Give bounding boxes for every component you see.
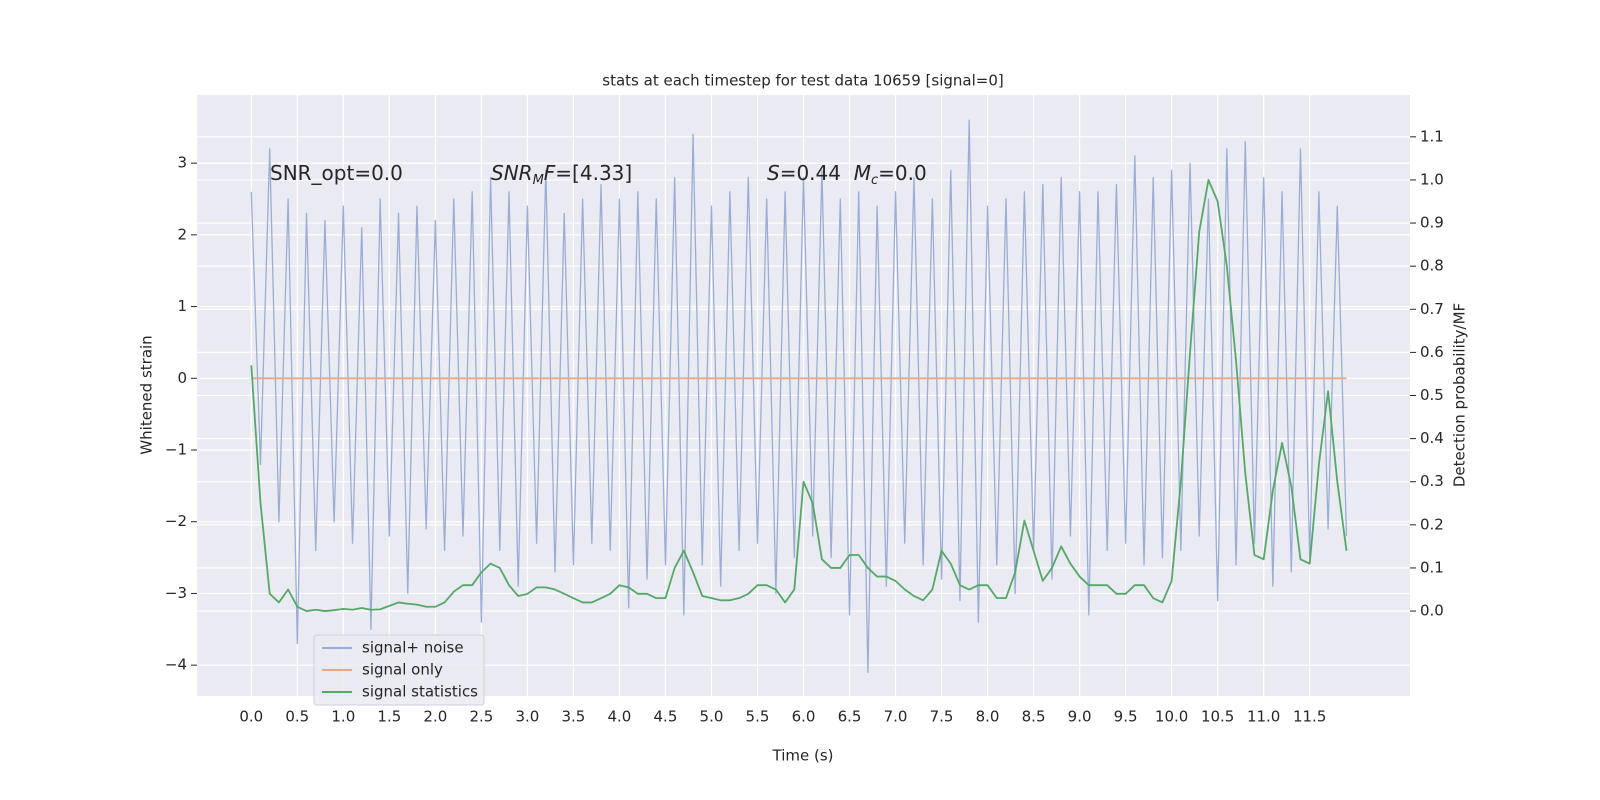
annotation: SNR_opt=0.0 xyxy=(270,161,403,185)
annotation-part: M xyxy=(533,173,544,188)
x-tick-label: 0.0 xyxy=(239,708,263,726)
x-tick-label: 8.0 xyxy=(976,708,1000,726)
y-tick-label: 1 xyxy=(177,297,187,315)
annotation-part: SNR_opt=0.0 xyxy=(270,161,403,185)
annotation-part: =0.44 xyxy=(780,161,854,185)
y2-axis-label: Detection probability/MF xyxy=(1451,303,1469,487)
y-tick-label: 3 xyxy=(177,154,187,172)
y-tick-label: 0 xyxy=(177,369,187,387)
y2-tick-label: 0.0 xyxy=(1420,602,1444,620)
y2-tick-label: 0.4 xyxy=(1420,429,1444,447)
x-tick-label: 9.5 xyxy=(1114,708,1138,726)
x-tick-label: 2.5 xyxy=(469,708,493,726)
annotation-part: =[4.33] xyxy=(555,161,632,185)
x-tick-label: 10.0 xyxy=(1155,708,1188,726)
x-tick-label: 6.0 xyxy=(792,708,816,726)
y2-tick-label: 0.6 xyxy=(1420,343,1444,361)
y-tick-label: −2 xyxy=(165,512,187,530)
legend-box xyxy=(313,634,485,706)
y2-tick-label: 0.2 xyxy=(1420,515,1444,533)
x-tick-label: 7.0 xyxy=(884,708,908,726)
x-tick-label: 1.0 xyxy=(331,708,355,726)
series-line xyxy=(250,179,1348,612)
x-tick-label: 10.5 xyxy=(1201,708,1234,726)
x-tick-label: 9.0 xyxy=(1068,708,1092,726)
x-tick-label: 8.5 xyxy=(1022,708,1046,726)
x-tick-label: 3.0 xyxy=(515,708,539,726)
x-tick-label: 5.5 xyxy=(746,708,770,726)
y2-tick-label: 0.3 xyxy=(1420,472,1444,490)
y2-tick-label: 0.1 xyxy=(1420,558,1444,576)
y2-tick-label: 0.8 xyxy=(1420,257,1444,275)
x-tick-label: 3.5 xyxy=(561,708,585,726)
x-tick-label: 11.5 xyxy=(1293,708,1326,726)
y-axis-label: Whitened strain xyxy=(138,335,156,454)
x-axis-label: Time (s) xyxy=(772,747,834,765)
y2-tick-label: 0.5 xyxy=(1420,386,1444,404)
x-tick-label: 4.5 xyxy=(654,708,678,726)
y2-tick-label: 1.0 xyxy=(1420,170,1444,188)
annotation-part: F xyxy=(544,161,556,185)
series-line xyxy=(250,119,1348,673)
annotation-part: c xyxy=(871,173,878,188)
annotation-part: SNR xyxy=(491,161,533,185)
annotation-part: =0.0 xyxy=(878,161,927,185)
y-tick-label: −1 xyxy=(165,441,187,459)
x-tick-label: 1.5 xyxy=(377,708,401,726)
y-tick-label: 2 xyxy=(177,225,187,243)
annotation: SNRMF=[4.33] xyxy=(491,161,632,188)
annotation-part: M xyxy=(854,161,871,185)
annotation: S=0.44 Mc=0.0 xyxy=(767,161,927,188)
x-tick-label: 6.5 xyxy=(838,708,862,726)
legend-label: signal statistics xyxy=(362,683,478,701)
x-tick-label: 5.0 xyxy=(700,708,724,726)
x-tick-label: 4.0 xyxy=(608,708,632,726)
y-tick-label: −4 xyxy=(165,656,187,674)
y2-tick-label: 0.9 xyxy=(1420,214,1444,232)
x-tick-label: 0.5 xyxy=(285,708,309,726)
y2-tick-label: 0.7 xyxy=(1420,300,1444,318)
legend-label: signal+ noise xyxy=(362,639,464,657)
legend-label: signal only xyxy=(362,661,443,679)
x-tick-label: 7.5 xyxy=(930,708,954,726)
chart-title: stats at each timestep for test data 106… xyxy=(602,72,1003,90)
y2-tick-label: 1.1 xyxy=(1420,127,1444,145)
x-tick-label: 2.0 xyxy=(423,708,447,726)
x-tick-label: 11.0 xyxy=(1247,708,1280,726)
y-tick-label: −3 xyxy=(165,584,187,602)
annotation-part: S xyxy=(767,161,780,185)
